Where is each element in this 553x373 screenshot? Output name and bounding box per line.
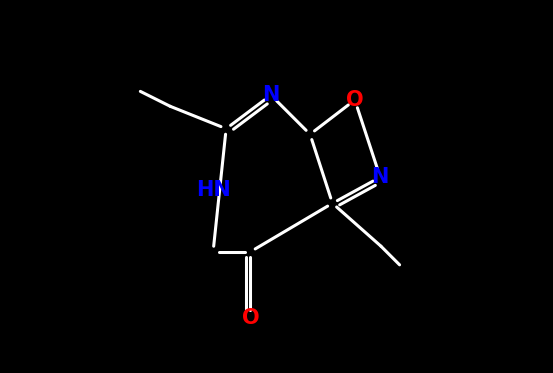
Text: O: O: [346, 90, 364, 110]
Text: O: O: [242, 308, 259, 328]
Text: N: N: [372, 167, 389, 187]
Text: HN: HN: [196, 180, 231, 200]
Text: N: N: [262, 85, 280, 105]
